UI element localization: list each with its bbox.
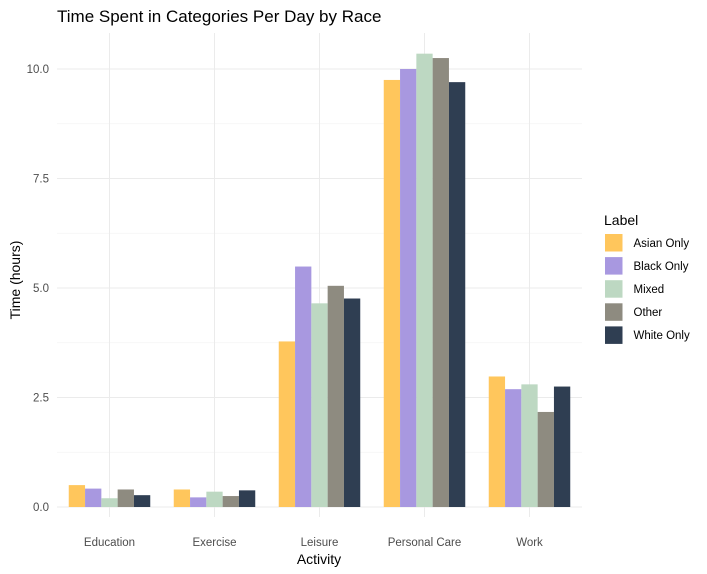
y-axis-title: Time (hours) xyxy=(7,241,23,320)
bar xyxy=(553,386,571,507)
legend-swatch xyxy=(605,303,623,321)
bar xyxy=(278,341,296,507)
legend-title: Label xyxy=(604,212,638,228)
legend-label: Other xyxy=(634,307,663,319)
bar xyxy=(416,53,433,508)
bar xyxy=(117,489,134,507)
bar xyxy=(400,69,417,507)
bar xyxy=(343,298,361,507)
bar xyxy=(68,485,86,507)
bar xyxy=(448,82,466,507)
bar xyxy=(537,411,554,507)
y-tick-label: 2.5 xyxy=(33,393,49,405)
y-tick-label: 10.0 xyxy=(27,64,49,76)
bar xyxy=(488,376,506,507)
bar xyxy=(85,488,102,507)
bar xyxy=(133,495,151,507)
bar xyxy=(311,303,328,507)
x-axis-ticks: Education Exercise Leisure Personal Care Wor… xyxy=(84,537,543,549)
x-tick-label: Education xyxy=(84,537,135,549)
y-axis-ticks: 0.0 2.5 5.0 7.5 10.0 xyxy=(27,64,49,514)
bars xyxy=(68,53,571,508)
y-tick-label: 7.5 xyxy=(33,174,49,186)
bar xyxy=(101,498,118,507)
bar xyxy=(238,490,256,507)
legend-swatch xyxy=(605,234,623,252)
x-tick-label: Work xyxy=(516,537,543,549)
bar xyxy=(327,285,344,507)
bar xyxy=(295,266,312,507)
bar xyxy=(190,497,207,507)
bar xyxy=(521,384,538,507)
legend-label: White Only xyxy=(634,330,690,342)
y-tick-label: 0.0 xyxy=(33,502,49,514)
legend-label: Black Only xyxy=(634,261,689,273)
x-tick-label: Exercise xyxy=(192,537,236,549)
bar xyxy=(206,491,223,507)
bar xyxy=(383,79,401,507)
legend: Label Asian Only Black Only Mixed Other Whit… xyxy=(604,212,690,344)
bar xyxy=(222,496,239,507)
legend-label: Mixed xyxy=(634,284,665,296)
bar xyxy=(505,389,522,507)
legend-swatch xyxy=(605,280,623,298)
legend-label: Asian Only xyxy=(634,238,690,250)
y-tick-label: 5.0 xyxy=(33,283,49,295)
x-tick-label: Leisure xyxy=(301,537,339,549)
bar xyxy=(432,58,449,508)
legend-swatch xyxy=(605,326,623,344)
legend-swatch xyxy=(605,257,623,275)
bar xyxy=(173,489,191,507)
x-tick-label: Personal Care xyxy=(388,537,462,549)
chart-title: Time Spent in Categories Per Day by Race xyxy=(57,7,381,26)
x-axis-title: Activity xyxy=(297,551,341,567)
